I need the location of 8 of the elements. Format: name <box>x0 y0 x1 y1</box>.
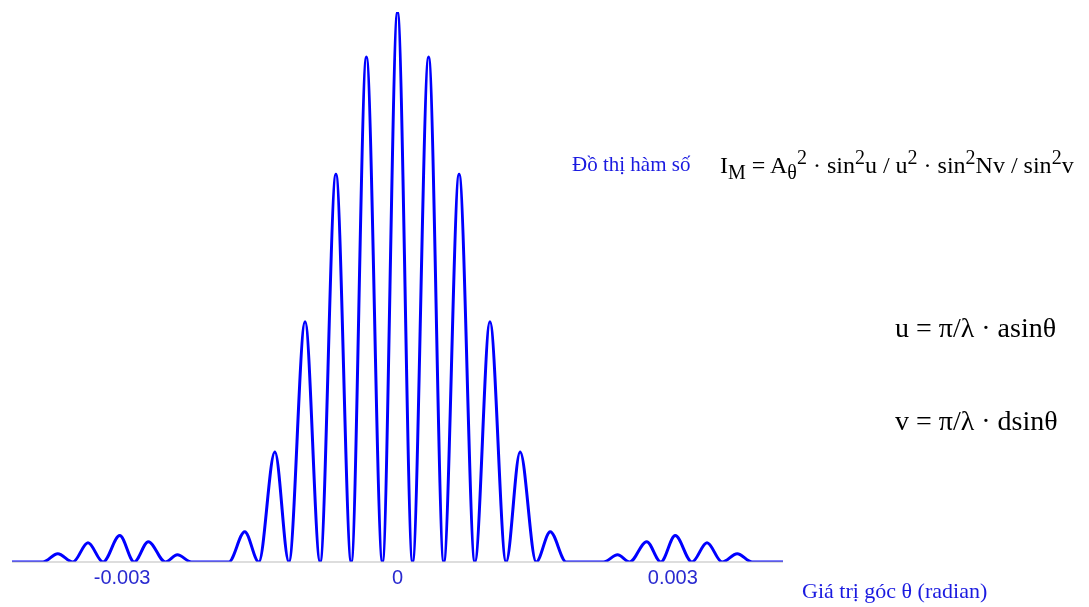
text: u = π/λ · asinθ <box>895 312 1057 344</box>
text: v = π/λ · dsinθ <box>895 405 1058 437</box>
text: I$_{M}$ = A$_{θ}$$^{2}$ · sin$^{2}$u / u$^{2}$ · sin$^{2}$Nv / sin$^{2}$v <box>720 146 1074 183</box>
x-axis-title: Giá trị góc θ (radian) <box>802 578 988 604</box>
x-tick-label: 0.003 <box>647 566 698 589</box>
annotation: Đồ thị hàm số <box>572 152 691 177</box>
x-tick-label: 0 <box>391 566 404 589</box>
x-tick-label: -0.003 <box>93 566 151 589</box>
